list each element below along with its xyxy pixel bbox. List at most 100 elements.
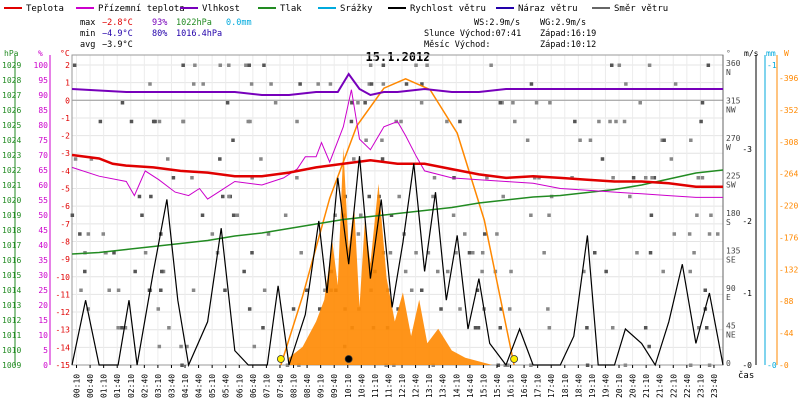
direction-tick-label: 360 [726, 59, 741, 68]
pressure-unit: hPa [4, 49, 19, 58]
wind-direction-dot [120, 101, 125, 105]
wind-direction-dot [588, 138, 593, 142]
wind-direction-dot [225, 101, 230, 105]
wind-direction-dot [485, 176, 489, 180]
wind-direction-dot [363, 101, 367, 105]
humidity-tick-label: 25 [38, 286, 48, 295]
pressure-tick-label: 1025 [2, 121, 21, 130]
wind-direction-dot [86, 232, 91, 236]
temperature-tick-label: -7 [60, 220, 70, 229]
wind-direction-dot [388, 251, 393, 255]
solar-tick-label: -220 [779, 202, 798, 211]
humidity-tick-label: 85 [38, 106, 48, 115]
solar-tick-label: -132 [779, 265, 798, 274]
wind-direction-dot [585, 326, 589, 330]
wind-direction-dot [419, 101, 424, 105]
wind-direction-dot [467, 251, 472, 255]
wind-direction-dot [299, 251, 303, 255]
wind-direction-dot [283, 213, 288, 217]
wind-direction-dot [652, 176, 657, 180]
wind-direction-dot [432, 176, 437, 180]
pressure-tick-label: 1018 [2, 226, 21, 235]
wind-direction-dot [298, 82, 302, 86]
wind-direction-dot [262, 288, 267, 292]
wind-direction-dot [548, 101, 552, 105]
wind-direction-dot [611, 176, 615, 180]
wind-direction-dot [628, 194, 632, 199]
wind-direction-dot [409, 288, 414, 292]
wind-direction-dot [185, 344, 189, 349]
temperature-tick-label: -3 [60, 149, 70, 158]
wind-direction-dot [180, 363, 184, 367]
wind-direction-dot [496, 363, 501, 367]
humidity-tick-label: 60 [38, 181, 48, 190]
wind-direction-dot [147, 288, 152, 292]
wind-direction-dot [498, 101, 503, 105]
wind-direction-dot [323, 288, 327, 292]
wind-direction-dot [171, 176, 176, 180]
legend-label: Tlak [280, 4, 302, 14]
wind-direction-dot [643, 326, 648, 330]
wind-direction-dot [248, 119, 252, 124]
wind-direction-dot [83, 269, 87, 274]
moonrise-readout: Měsíc Východ: [424, 40, 491, 50]
wind-direction-dot [273, 101, 278, 105]
wind-direction-dot [316, 82, 320, 86]
wind-direction-dot [231, 138, 235, 142]
wind-direction-dot [364, 138, 368, 142]
stat-avg-temp: −3.9°C [102, 40, 133, 50]
wind-direction-dot [103, 251, 108, 255]
wind-direction-dot [499, 307, 503, 311]
temperature-tick-label: -14 [56, 343, 71, 352]
wind-direction-dot [261, 326, 265, 330]
x-tick-label: 03:10 [154, 374, 163, 398]
wind-direction-dot [235, 213, 240, 217]
wind-direction-dot [503, 363, 508, 367]
wind-direction-dot [647, 344, 651, 349]
wind-direction-dot [593, 251, 597, 255]
wind-direction-dot [585, 363, 590, 367]
solar-tick-label: -88 [779, 297, 794, 306]
x-tick-label: 19:40 [601, 374, 610, 398]
direction-tick-label: 135 [726, 247, 741, 256]
wind-direction-dot [397, 194, 401, 199]
x-tick-label: 19:10 [588, 374, 597, 398]
wind-direction-dot [120, 326, 124, 330]
humidity-tick-label: 35 [38, 256, 48, 265]
direction-tick-compass: E [726, 293, 731, 302]
pressure-tick-label: 1028 [2, 76, 21, 85]
direction-tick-label: 45 [726, 322, 736, 331]
temperature-tick-label: -13 [56, 326, 71, 335]
wind-direction-dot [688, 363, 693, 367]
wind-direction-dot [458, 307, 462, 311]
x-tick-label: 20:40 [629, 374, 638, 398]
humidity-tick-label: 100 [34, 61, 49, 70]
pressure-tick-label: 1011 [2, 331, 21, 340]
wind-direction-dot [648, 251, 653, 255]
wind-unit: m/s [744, 49, 759, 58]
x-tick-label: 15:40 [493, 374, 502, 398]
x-tick-label: 21:10 [642, 374, 651, 398]
wind-direction-dot [227, 194, 231, 199]
humidity-tick-label: 80 [38, 121, 48, 130]
x-tick-label: 09:10 [317, 374, 326, 398]
wind-direction-dot [696, 176, 701, 180]
wind-direction-dot [98, 119, 103, 124]
wind-direction-dot [436, 269, 440, 274]
wind-direction-dot [148, 82, 152, 86]
stat-max-label: max [80, 18, 95, 28]
humidity-tick-label: 65 [38, 166, 48, 175]
wind-direction-dot [396, 307, 400, 311]
x-tick-label: 01:10 [100, 374, 109, 398]
wind-direction-dot [489, 63, 493, 67]
wind-direction-dot [542, 251, 546, 255]
wind-direction-dot [573, 119, 577, 124]
wind-direction-dot [244, 63, 248, 67]
chart-title: 15.1.2012 [365, 50, 430, 64]
wind-direction-dot [534, 101, 539, 105]
wind-direction-dot [123, 326, 128, 330]
direction-tick-compass: SW [726, 181, 736, 190]
wind-direction-dot [649, 213, 654, 217]
solar-unit: W [784, 49, 789, 58]
wind-direction-dot [498, 326, 502, 330]
